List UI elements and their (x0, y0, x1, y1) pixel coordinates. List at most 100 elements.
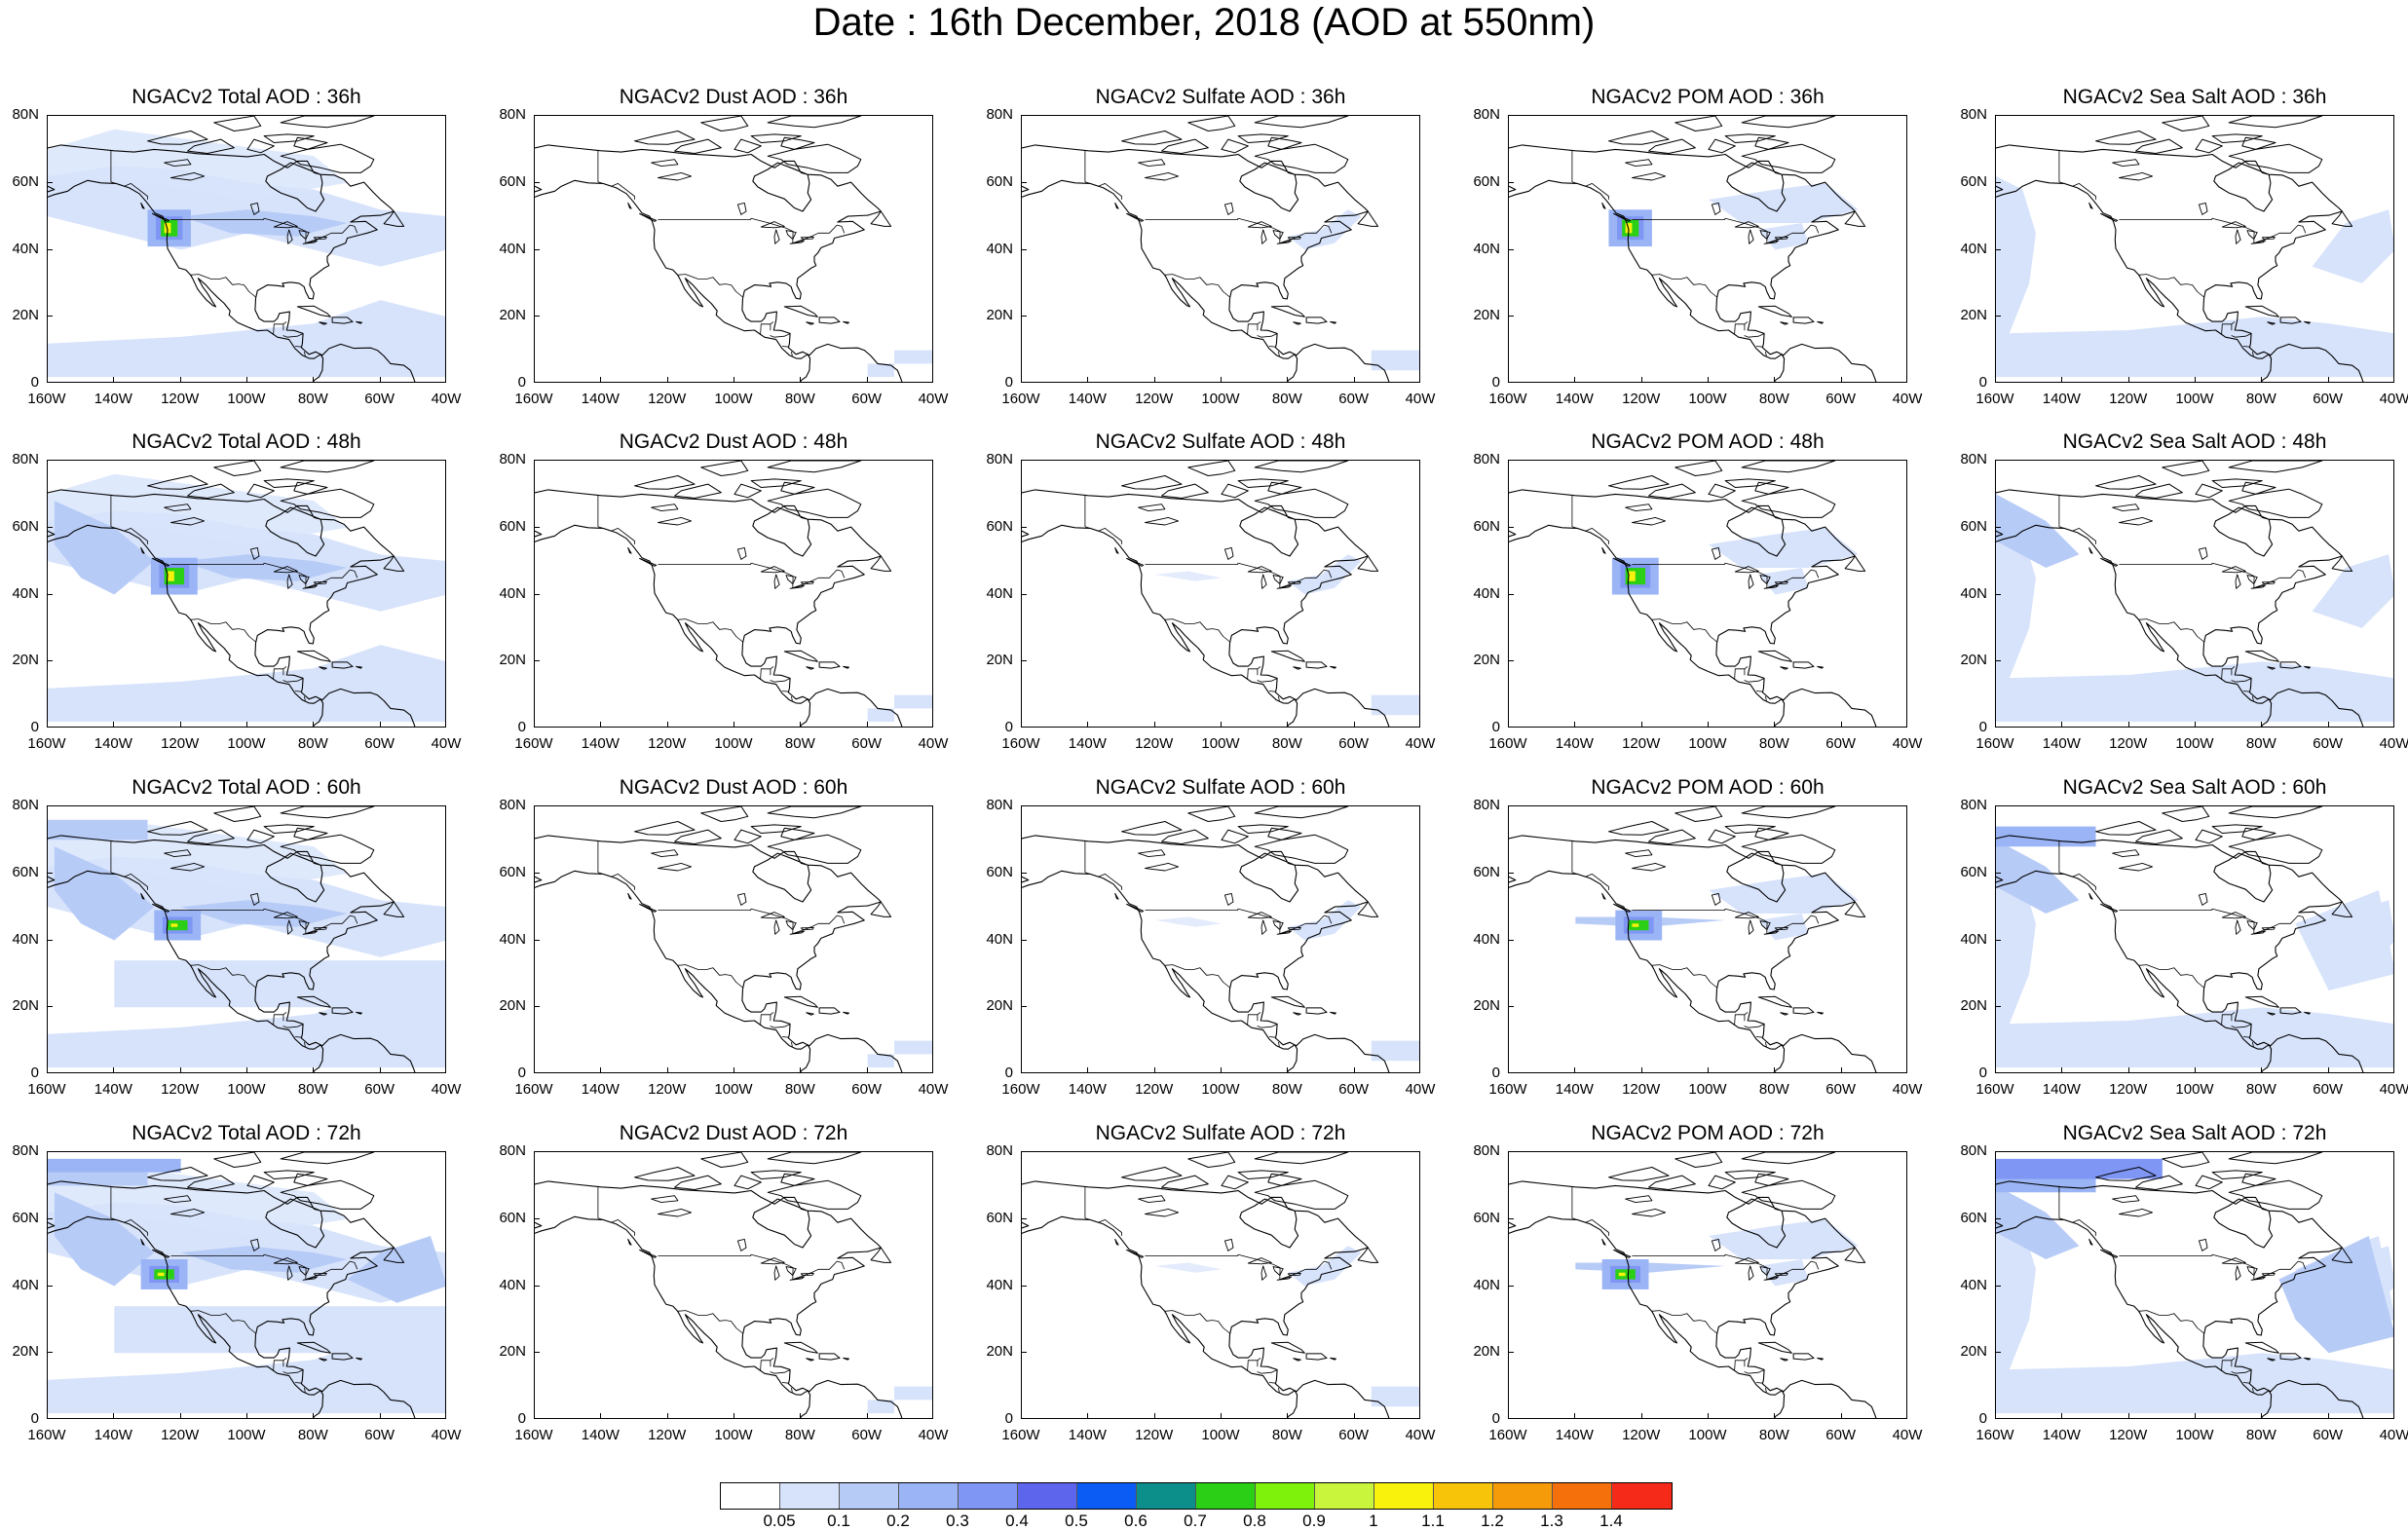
lon-tick-label: 40W (1405, 1081, 1436, 1098)
lon-tick-label: 40W (918, 735, 949, 752)
lon-tick (1640, 377, 1642, 383)
lat-tick-label: 80N (1960, 1142, 1987, 1159)
lon-tick (1021, 1413, 1022, 1419)
lat-tick-label: 80N (986, 1142, 1013, 1159)
lat-tick (1508, 460, 1514, 461)
lon-tick-label: 100W (2175, 391, 2214, 407)
colorbar-swatch (899, 1483, 959, 1509)
lon-tick-label: 80W (1271, 391, 1302, 407)
lat-tick-label: 0 (517, 719, 526, 735)
lon-tick-label: 80W (2245, 735, 2276, 752)
lat-tick-label: 0 (1491, 374, 1500, 391)
lon-tick-label: 140W (2042, 391, 2081, 407)
lon-tick (600, 1067, 602, 1073)
lat-tick-label: 80N (1473, 1142, 1500, 1159)
lat-tick-label: 40N (1960, 1276, 1987, 1293)
lat-tick (47, 460, 53, 461)
lat-tick-label: 0 (1978, 1410, 1987, 1427)
lon-tick-label: 40W (1892, 1081, 1923, 1098)
lat-tick-label: 60N (12, 1209, 39, 1226)
lon-tick (1574, 377, 1576, 383)
lat-tick-label: 20N (1960, 307, 1987, 324)
lon-tick (1840, 1413, 1842, 1419)
lon-tick-label: 160W (1001, 391, 1040, 407)
lon-tick (666, 722, 668, 728)
lon-tick-label: 160W (27, 1081, 66, 1098)
lat-tick (534, 1151, 540, 1152)
map-panel: NGACv2 Total AOD : 60h 80N 60N 40N 20N 0 160W 1… (0, 776, 487, 1107)
lon-tick-label: 160W (1488, 1081, 1527, 1098)
lon-tick (2261, 1413, 2263, 1419)
map-area (1021, 115, 1420, 383)
lon-tick-label: 140W (2042, 735, 2081, 752)
lon-tick (1153, 1413, 1155, 1419)
lon-tick-label: 80W (1271, 1427, 1302, 1443)
lat-tick-label: 60N (499, 172, 526, 190)
lon-tick (246, 1413, 247, 1419)
lon-tick (1774, 722, 1776, 728)
lon-tick (113, 1413, 115, 1419)
lon-tick-label: 40W (1892, 391, 1923, 407)
map-panel: NGACv2 Total AOD : 48h 80N 60N 40N 20N 0 160W 1… (0, 430, 487, 762)
lat-tick (1508, 526, 1514, 528)
lon-tick-label: 140W (581, 1427, 620, 1443)
lon-tick-label: 60W (364, 735, 395, 752)
lat-tick (1995, 248, 2001, 250)
panel-title: NGACv2 POM AOD : 60h (1591, 776, 1825, 799)
aod-map (1022, 1152, 1419, 1418)
lat-tick (534, 316, 540, 317)
lon-tick-label: 60W (851, 1081, 883, 1098)
lat-tick-label: 0 (1978, 719, 1987, 735)
figure-title: Date : 16th December, 2018 (AOD at 550nm… (812, 1, 1596, 44)
lat-tick-label: 40N (12, 584, 39, 602)
map-area (534, 1151, 933, 1419)
panel-title: NGACv2 Total AOD : 48h (132, 430, 361, 453)
lon-tick-label: 60W (1825, 1427, 1857, 1443)
panel-title: NGACv2 Sea Salt AOD : 60h (2062, 776, 2327, 799)
lon-tick-label: 120W (1135, 1081, 1174, 1098)
panel-title: NGACv2 Sulfate AOD : 36h (1095, 86, 1346, 108)
lon-tick (666, 377, 668, 383)
lon-tick (866, 1067, 868, 1073)
lon-tick-label: 120W (2109, 1427, 2148, 1443)
lon-tick-label: 40W (918, 391, 949, 407)
aod-map (535, 116, 932, 382)
aod-map (48, 806, 445, 1072)
lon-tick (1574, 1413, 1576, 1419)
lat-tick (47, 1072, 53, 1073)
lon-tick (445, 1413, 446, 1419)
lat-tick (534, 1418, 540, 1419)
lat-tick-label: 40N (499, 930, 526, 948)
lat-tick-label: 80N (499, 1142, 526, 1159)
lon-tick (2061, 377, 2063, 383)
lon-tick (1708, 377, 1709, 383)
lat-tick-label: 80N (986, 106, 1013, 123)
lat-tick (1995, 1285, 2001, 1287)
lat-tick (1508, 382, 1514, 383)
lon-tick (113, 377, 115, 383)
lat-tick-label: 80N (1473, 797, 1500, 813)
lon-tick-label: 80W (1271, 1081, 1302, 1098)
lon-tick-label: 120W (161, 391, 200, 407)
lon-tick-label: 120W (1135, 1427, 1174, 1443)
lat-tick-label: 20N (1960, 997, 1987, 1015)
lat-tick (1508, 248, 1514, 250)
lat-tick (47, 1418, 53, 1419)
lon-tick-label: 140W (1555, 1081, 1594, 1098)
lat-tick (534, 1006, 540, 1008)
lon-tick-label: 40W (431, 735, 462, 752)
panel-title: NGACv2 Sea Salt AOD : 48h (2062, 430, 2327, 453)
lat-tick (1021, 248, 1027, 250)
lat-tick (1508, 1006, 1514, 1008)
lon-tick-label: 120W (648, 391, 687, 407)
lon-tick-label: 100W (1201, 1427, 1240, 1443)
lon-tick (1708, 1413, 1709, 1419)
lon-tick (2061, 722, 2063, 728)
lon-tick (313, 377, 315, 383)
lon-tick (1021, 1067, 1022, 1073)
lon-tick (2393, 1067, 2394, 1073)
lon-tick (1287, 722, 1289, 728)
lat-tick (47, 1352, 53, 1354)
lat-tick (1021, 115, 1027, 116)
lon-tick-label: 40W (2379, 391, 2408, 407)
